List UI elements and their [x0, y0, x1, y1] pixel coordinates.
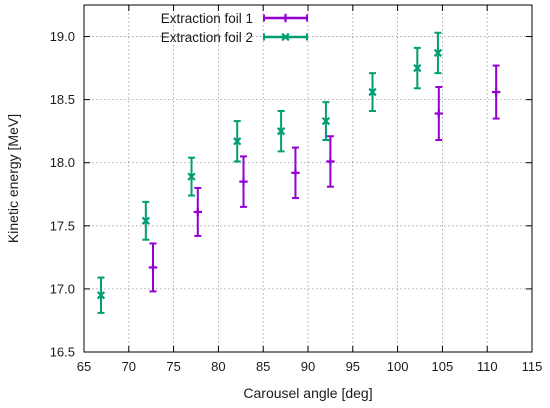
- grid: [84, 5, 532, 352]
- data-point: [413, 46, 422, 90]
- data-series: [96, 31, 501, 314]
- marker-stroke: [281, 32, 290, 42]
- data-point: [326, 135, 335, 188]
- data-point: [141, 200, 150, 241]
- data-point: [187, 156, 196, 197]
- legend-sample-foil-1: [263, 13, 308, 23]
- x-tick-label: 75: [166, 359, 180, 374]
- y-tick-label: 19.0: [50, 29, 75, 44]
- x-tick-label: 115: [522, 359, 543, 374]
- marker-stroke: [433, 48, 443, 58]
- y-axis-label: Kinetic energy [MeV]: [5, 114, 21, 243]
- data-point: [434, 86, 444, 142]
- series-1: [148, 64, 501, 293]
- data-point: [239, 155, 248, 208]
- marker-stroke: [276, 127, 286, 136]
- marker-stroke: [141, 216, 150, 225]
- legend-label-foil-2: Extraction foil 2: [161, 30, 253, 45]
- data-point: [96, 276, 106, 314]
- data-point: [148, 242, 158, 293]
- marker-stroke: [368, 87, 377, 97]
- x-tick-label: 90: [301, 359, 315, 374]
- x-tick-label: 85: [256, 359, 270, 374]
- y-tick-label: 17.0: [50, 281, 75, 296]
- x-tick-label: 65: [77, 359, 91, 374]
- data-point: [193, 186, 202, 237]
- legend-label-foil-1: Extraction foil 1: [161, 11, 253, 26]
- data-point: [433, 31, 443, 75]
- data-point: [368, 72, 377, 112]
- data-point: [491, 64, 501, 120]
- legend: Extraction foil 1 Extraction foil 2: [161, 11, 308, 45]
- data-point: [276, 109, 286, 153]
- x-tick-label: 110: [477, 359, 498, 374]
- marker-stroke: [233, 137, 242, 146]
- y-tick-label: 18.5: [50, 92, 75, 107]
- x-tick-label: 105: [432, 359, 454, 374]
- y-tick-label: 17.5: [50, 218, 75, 233]
- y-tick-label: 18.0: [50, 155, 75, 170]
- data-point: [291, 146, 300, 200]
- axis-ticks: 65 70 75 80 85 90 95 100 105 110 115 16.5 17.0 17.5 18…: [50, 5, 543, 374]
- marker-stroke: [413, 63, 422, 73]
- legend-sample-foil-2: [263, 32, 308, 42]
- marker-stroke: [187, 172, 196, 181]
- x-tick-label: 100: [387, 359, 409, 374]
- x-tick-label: 80: [211, 359, 225, 374]
- y-tick-label: 16.5: [50, 345, 75, 360]
- series-2: [96, 31, 443, 314]
- x-tick-label: 95: [346, 359, 360, 374]
- data-point: [321, 101, 331, 142]
- x-tick-label: 70: [122, 359, 136, 374]
- marker-stroke: [96, 291, 106, 300]
- marker-stroke: [321, 116, 331, 126]
- data-point: [233, 120, 242, 163]
- x-axis-label: Carousel angle [deg]: [243, 385, 372, 401]
